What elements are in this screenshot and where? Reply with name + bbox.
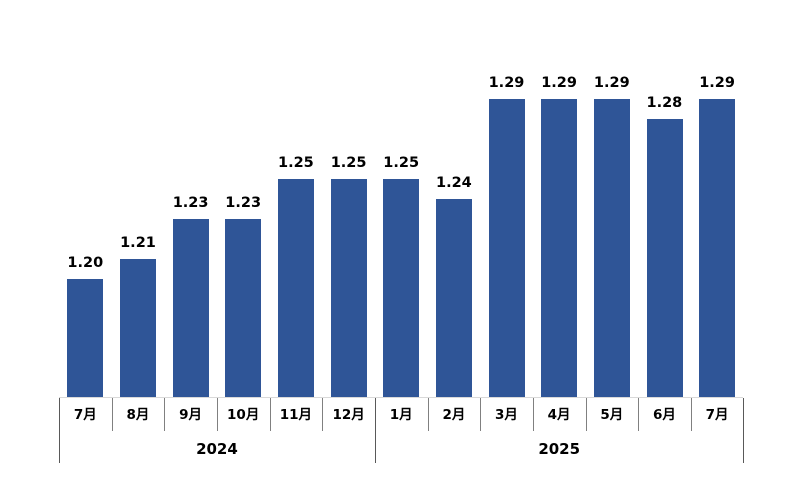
value-label: 1.21 [120, 234, 156, 251]
bar [383, 179, 420, 398]
x-axis-label: 1月 [389, 407, 413, 423]
value-label: 1.28 [646, 94, 683, 111]
value-label: 1.29 [488, 74, 525, 91]
year-group-label: 2024 [196, 440, 238, 458]
x-axis-label: 7月 [73, 407, 97, 423]
value-label: 1.24 [436, 174, 472, 191]
month-tick [585, 398, 587, 431]
value-label: 1.23 [225, 194, 262, 211]
value-label: 1.25 [330, 154, 367, 171]
bar [67, 279, 104, 398]
bar [488, 99, 525, 398]
value-label: 1.29 [541, 74, 577, 91]
value-label: 1.25 [278, 154, 314, 171]
axis-start-tick [59, 398, 60, 463]
x-axis-label: 4月 [547, 407, 571, 423]
x-axis-label: 8月 [126, 407, 150, 423]
month-tick [480, 398, 482, 431]
month-tick [690, 398, 692, 431]
x-axis-label: 6月 [652, 407, 676, 423]
value-label: 1.29 [593, 74, 630, 91]
month-tick [427, 398, 429, 431]
month-tick [269, 398, 271, 431]
x-axis-label: 12月 [332, 407, 365, 423]
bar [646, 119, 683, 398]
bar [699, 99, 736, 398]
x-axis-label: 9月 [179, 407, 203, 423]
x-axis-baseline [59, 397, 744, 398]
bar [330, 179, 367, 398]
value-label: 1.20 [67, 254, 104, 271]
x-axis-label: 7月 [705, 407, 729, 423]
month-tick [164, 398, 166, 431]
bar [593, 99, 630, 398]
year-group-label: 2025 [538, 440, 581, 458]
value-label: 1.23 [172, 194, 209, 211]
x-axis-label: 5月 [600, 407, 624, 423]
month-tick [638, 398, 640, 431]
bar [172, 219, 209, 398]
x-axis-label: 3月 [495, 407, 518, 423]
month-tick [216, 398, 218, 431]
x-axis-label: 2月 [442, 407, 466, 423]
value-label: 1.25 [383, 154, 420, 171]
bar [435, 199, 472, 398]
x-axis-label: 10月 [227, 407, 260, 423]
value-label: 1.29 [699, 74, 735, 91]
bar [120, 259, 156, 398]
bar [277, 179, 314, 398]
bar [225, 219, 262, 398]
x-axis-label: 11月 [279, 407, 313, 423]
month-tick [111, 398, 113, 431]
month-tick [532, 398, 534, 431]
month-tick [322, 398, 324, 431]
bar [541, 99, 578, 398]
axis-end-tick [743, 398, 745, 463]
year-separator-tick [374, 398, 376, 463]
